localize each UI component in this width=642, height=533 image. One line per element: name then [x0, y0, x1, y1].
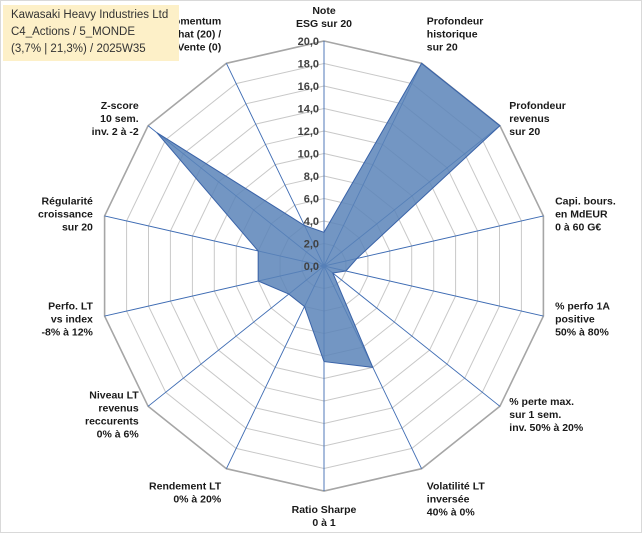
axis-spoke: [323, 215, 544, 267]
tick-label: 18,0: [298, 59, 319, 71]
axis-label-line: reccurents: [85, 415, 139, 427]
axis-label-line: 0 à 1: [312, 517, 336, 529]
axis-label-line: Z-score: [101, 100, 139, 112]
tick-label: 4,0: [304, 216, 319, 228]
axis-label-line: Rendement LT: [149, 481, 222, 493]
axis-label: Z-score 10 sem. inv. 2 à -2: [92, 100, 139, 138]
title-line-company: Kawasaki Heavy Industries Ltd: [11, 9, 169, 21]
title-line-period: (3,7% | 21,3%) / 2025W35: [11, 43, 146, 55]
axis-label-line: Régularité: [42, 195, 94, 207]
axis-label-line: sur 20: [509, 126, 540, 138]
axis-label-line: Note: [312, 5, 335, 17]
axis-label-line: sur 20: [427, 42, 458, 54]
axis-label-line: Momentum: [165, 16, 221, 28]
tick-label: 6,0: [304, 194, 319, 206]
tick-label: 10,0: [298, 149, 319, 161]
axis-label-line: Vente (0): [177, 42, 221, 54]
axis-label-line: vs index: [51, 314, 93, 326]
chart-title-box: Kawasaki Heavy Industries Ltd C4_Actions…: [3, 5, 179, 61]
axis-label-line: revenus: [509, 113, 549, 125]
axis-label: Niveau LT revenus reccurents 0% à 6%: [85, 389, 139, 440]
axis-label-line: inv. 2 à -2: [92, 126, 139, 138]
title-line-category: C4_Actions / 5_MONDE: [11, 26, 135, 38]
axis-label-line: -8% à 12%: [42, 327, 94, 339]
axis-label-line: inv. 50% à 20%: [509, 422, 584, 434]
axis-spoke: [323, 265, 501, 407]
axis-label: Capi. bours. en MdEUR 0 à 60 G€: [555, 195, 616, 233]
axis-label-line: sur 20: [62, 221, 93, 233]
axis-label-line: Profondeur: [509, 100, 566, 112]
axis-label: Profondeur historique sur 20: [427, 16, 484, 54]
axis-label-line: positive: [555, 314, 595, 326]
tick-label: 8,0: [304, 171, 319, 183]
axis-spoke: [323, 265, 544, 317]
tick-label: 16,0: [298, 81, 319, 93]
axis-label: Régularité croissance sur 20: [38, 195, 93, 233]
axis-label-line: 0% à 6%: [97, 428, 140, 440]
axis-label: Ratio Sharpe 0 à 1: [292, 504, 357, 529]
axis-label-line: croissance: [38, 208, 93, 220]
axis-label: Volatilité LT inversée 40% à 0%: [427, 481, 486, 519]
axis-label: Perfo. LT vs index -8% à 12%: [42, 301, 94, 339]
axis-label-line: 10 sem.: [100, 113, 139, 125]
axis-label: Rendement LT 0% à 20%: [149, 481, 222, 506]
tick-label: 12,0: [298, 126, 319, 138]
axis-label-line: 0 à 60 G€: [555, 221, 601, 233]
axis-label-line: 40% à 0%: [427, 507, 476, 519]
tick-label: 14,0: [298, 104, 319, 116]
axis-label-line: Ratio Sharpe: [292, 504, 357, 516]
axis-label-line: Niveau LT: [89, 389, 139, 401]
data-area: [156, 62, 501, 368]
tick-label: 20,0: [298, 36, 319, 48]
tick-label: 2,0: [304, 239, 319, 251]
axis-label-line: Perfo. LT: [48, 301, 93, 313]
axis-label-line: revenus: [98, 402, 138, 414]
axis-label-line: inversée: [427, 494, 470, 506]
axis-label-line: % perte max.: [509, 396, 574, 408]
axis-label-line: Capi. bours.: [555, 195, 616, 207]
axis-label-line: Profondeur: [427, 16, 484, 28]
axis-label-line: ESG sur 20: [296, 18, 352, 30]
axis-label: Profondeur revenus sur 20: [509, 100, 566, 138]
axis-label-line: en MdEUR: [555, 208, 608, 220]
axis-label-line: 50% à 80%: [555, 327, 609, 339]
axis-label-line: sur 1 sem.: [509, 409, 561, 421]
axis-label-line: 0% à 20%: [173, 494, 222, 506]
axis-label-line: % perfo 1A: [555, 301, 610, 313]
axis-label-line: historique: [427, 29, 478, 41]
tick-label: 0,0: [304, 261, 319, 273]
axis-label: % perte max. sur 1 sem. inv. 50% à 20%: [509, 396, 584, 434]
axis-label: % perfo 1A positive 50% à 80%: [555, 301, 610, 339]
axis-label-line: Volatilité LT: [427, 481, 486, 493]
axis-label: Note ESG sur 20: [296, 5, 352, 30]
